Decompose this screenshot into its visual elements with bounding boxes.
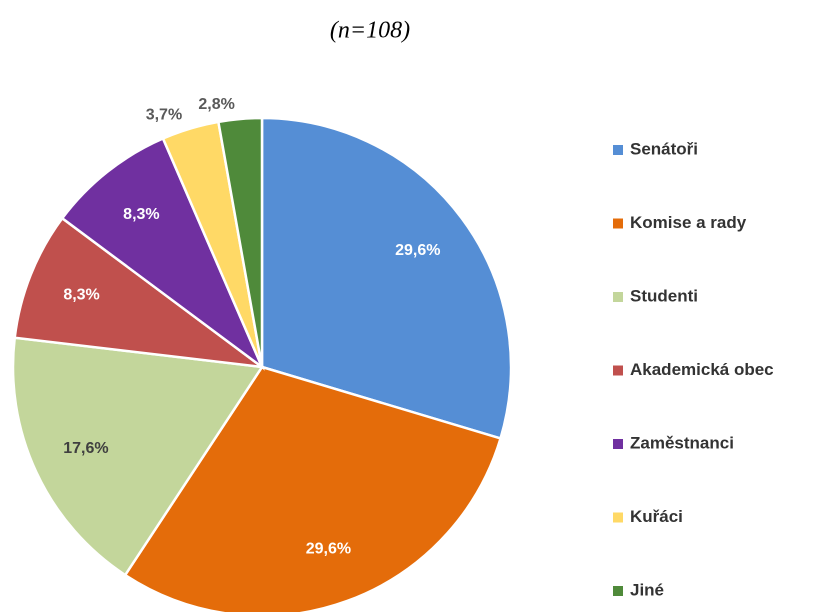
data-label: 29,6%	[306, 541, 351, 558]
legend-label: Akademická obec	[630, 360, 774, 379]
legend-swatch	[613, 365, 623, 376]
pie-slice	[11, 336, 265, 577]
pie-slice	[216, 116, 264, 368]
legend-swatch	[613, 218, 623, 229]
data-label: 2,8%	[198, 96, 234, 113]
legend-label: Jiné	[630, 580, 664, 599]
pie-slice	[60, 136, 266, 371]
data-label: 17,6%	[63, 440, 108, 457]
legend-label: Kuřáci	[630, 507, 683, 526]
pie-slice	[13, 216, 267, 369]
legend-label: Senátoři	[630, 139, 698, 158]
legend-swatch	[613, 512, 623, 523]
data-label: 3,7%	[146, 106, 182, 123]
pie-slice	[260, 116, 513, 440]
legend-swatch	[613, 145, 623, 155]
legend-label: Studenti	[630, 286, 698, 305]
legend-label: Komise a rady	[630, 213, 747, 232]
legend-swatch	[613, 439, 623, 449]
legend-swatch	[613, 586, 623, 596]
data-label: 8,3%	[123, 206, 159, 223]
pie-slice	[123, 365, 503, 612]
data-label: 29,6%	[395, 242, 440, 259]
data-label: 8,3%	[63, 286, 99, 303]
legend-swatch	[613, 292, 623, 302]
legend-label: Zaměstnanci	[630, 433, 734, 452]
chart-subtitle: (n=108)	[330, 18, 410, 44]
